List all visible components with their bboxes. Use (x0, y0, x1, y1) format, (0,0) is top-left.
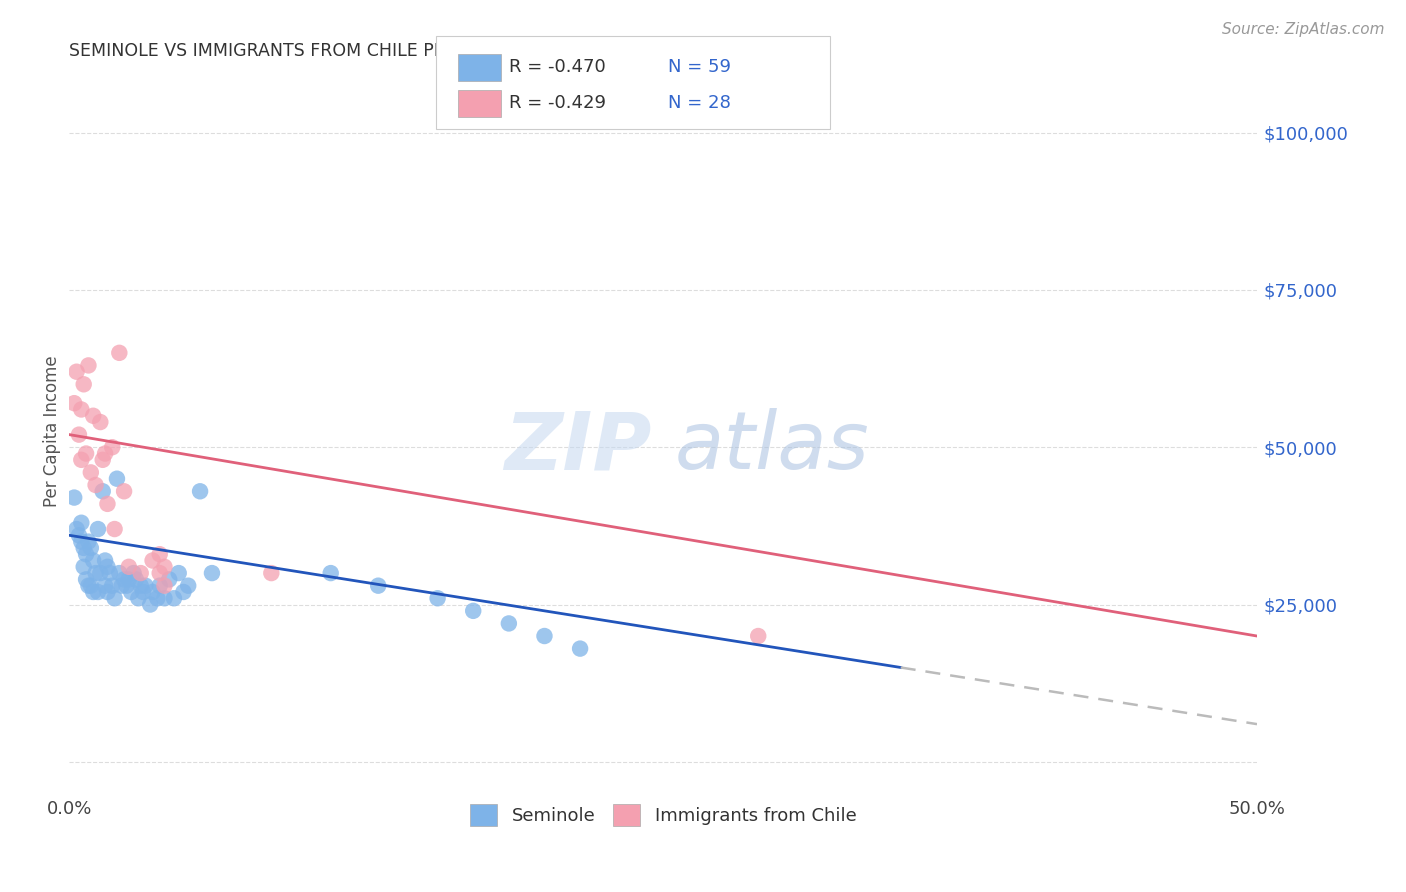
Text: N = 59: N = 59 (668, 58, 731, 76)
Point (101, 440, 124, 454)
Point (96, 585, 118, 599)
Text: R = -0.429: R = -0.429 (509, 94, 606, 112)
Point (80, 579, 103, 593)
Text: ZIP: ZIP (503, 409, 651, 486)
Point (77, 534, 100, 549)
Point (63, 491, 86, 505)
Point (82, 409, 104, 423)
Point (142, 585, 165, 599)
Point (80, 541, 103, 555)
Point (188, 484, 211, 499)
Point (70, 452, 93, 467)
Point (84, 566, 107, 580)
Point (108, 346, 131, 360)
Point (153, 579, 176, 593)
Point (129, 566, 152, 580)
Point (177, 579, 200, 593)
Point (111, 579, 134, 593)
Point (73, 541, 96, 555)
Text: N = 28: N = 28 (668, 94, 731, 112)
Point (94, 446, 117, 460)
Point (75, 446, 97, 460)
Point (129, 579, 152, 593)
Point (91, 452, 114, 467)
Point (319, 566, 342, 580)
Point (96, 497, 118, 511)
Text: atlas: atlas (675, 409, 870, 486)
Point (163, 591, 186, 606)
Point (108, 566, 131, 580)
Point (103, 522, 125, 536)
Point (115, 579, 138, 593)
Text: SEMINOLE VS IMMIGRANTS FROM CHILE PER CAPITA INCOME CORRELATION CHART: SEMINOLE VS IMMIGRANTS FROM CHILE PER CA… (69, 42, 793, 60)
Point (87, 585, 110, 599)
Point (569, 641, 592, 656)
Point (149, 566, 172, 580)
Point (101, 579, 124, 593)
Point (112, 484, 135, 499)
Point (70, 402, 93, 417)
Point (134, 579, 156, 593)
Point (367, 579, 389, 593)
Point (463, 604, 485, 618)
Point (747, 629, 769, 643)
Point (82, 585, 104, 599)
Point (65, 522, 87, 536)
Point (153, 559, 176, 574)
Y-axis label: Per Capita Income: Per Capita Income (44, 356, 60, 508)
Point (63, 396, 86, 410)
Point (201, 566, 224, 580)
Legend: Seminole, Immigrants from Chile: Seminole, Immigrants from Chile (461, 795, 866, 835)
Point (533, 629, 555, 643)
Point (167, 566, 190, 580)
Point (77, 579, 100, 593)
Point (94, 579, 117, 593)
Point (157, 573, 180, 587)
Point (149, 579, 172, 593)
Point (94, 553, 117, 567)
Point (75, 573, 97, 587)
Point (132, 585, 155, 599)
Point (127, 591, 149, 606)
Point (82, 553, 104, 567)
Point (103, 591, 125, 606)
Point (105, 472, 128, 486)
Point (77, 359, 100, 373)
Point (96, 559, 118, 574)
Text: R = -0.470: R = -0.470 (509, 58, 606, 76)
Point (146, 591, 169, 606)
Point (139, 598, 162, 612)
Point (153, 591, 176, 606)
Point (70, 534, 93, 549)
Point (142, 553, 165, 567)
Point (172, 585, 194, 599)
Point (89, 566, 111, 580)
Point (426, 591, 449, 606)
Point (118, 573, 141, 587)
Point (98, 566, 121, 580)
Point (118, 559, 141, 574)
Point (65, 365, 87, 379)
Point (70, 516, 93, 530)
Point (112, 573, 135, 587)
Point (260, 566, 283, 580)
Point (91, 484, 114, 499)
Point (67, 528, 90, 542)
Point (122, 566, 145, 580)
Point (67, 427, 90, 442)
Point (73, 377, 96, 392)
Point (73, 559, 96, 574)
Point (120, 585, 142, 599)
Point (80, 466, 103, 480)
Point (84, 478, 107, 492)
Point (89, 415, 111, 429)
Point (498, 616, 520, 631)
Point (87, 522, 110, 536)
Point (75, 547, 97, 561)
Text: Source: ZipAtlas.com: Source: ZipAtlas.com (1222, 22, 1385, 37)
Point (149, 547, 172, 561)
Point (125, 573, 148, 587)
